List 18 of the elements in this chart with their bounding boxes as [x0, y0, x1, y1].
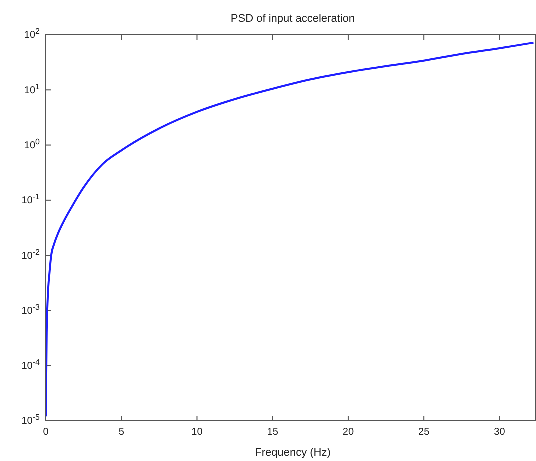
- y-tick-label: 10$^{-4}$: [22, 358, 41, 372]
- y-tick-label: 10$^{2}$: [24, 26, 41, 42]
- x-tick-label: 25: [418, 427, 430, 438]
- x-tick-label: 10: [192, 427, 204, 438]
- x-tick-label: 20: [342, 427, 354, 438]
- y-tick-label: 10$^{-1}$: [22, 192, 41, 207]
- y-tick-label: 10$^{-5}$: [22, 412, 41, 428]
- y-tick-label: 10$^{1}$: [24, 82, 41, 96]
- x-tick-label: 5: [118, 427, 125, 438]
- y-tick-label: 10$^{0}$: [24, 136, 41, 152]
- x-axis-title: Frequency (Hz): [255, 447, 331, 459]
- x-tick-label: 15: [267, 427, 279, 438]
- x-tick-label: 30: [494, 427, 506, 438]
- x-tick-label: 0: [43, 427, 50, 438]
- y-tick-label: 10$^{-3}$: [22, 302, 41, 317]
- chart-title: PSD of input acceleration: [230, 13, 356, 25]
- line-series: [45, 42, 535, 418]
- y-tick-label: 10$^{-2}$: [22, 247, 41, 262]
